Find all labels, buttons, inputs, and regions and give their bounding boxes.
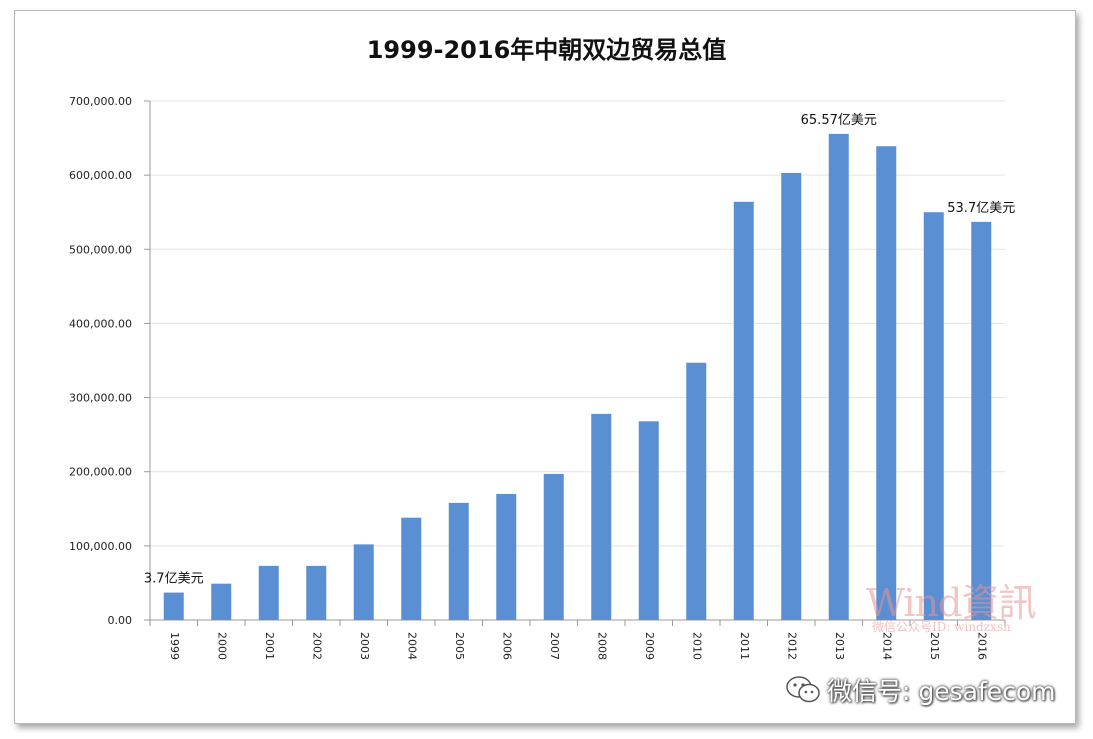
x-tick-label: 2005 bbox=[453, 632, 466, 660]
x-tick-label: 2004 bbox=[405, 632, 418, 660]
bar bbox=[686, 362, 707, 620]
x-tick-label: 2008 bbox=[595, 632, 608, 660]
bar bbox=[353, 544, 374, 620]
bar bbox=[828, 133, 849, 621]
x-tick-label: 2007 bbox=[548, 632, 561, 660]
x-tick-label: 2016 bbox=[975, 632, 988, 660]
x-tick-label: 2010 bbox=[690, 632, 703, 660]
bar bbox=[781, 172, 802, 620]
bar bbox=[211, 583, 232, 620]
chart-title: 1999-2016年中朝双边贸易总值 bbox=[366, 36, 727, 64]
watermark-sub: 微信公众号ID: windzxsh bbox=[872, 620, 1011, 634]
bar bbox=[448, 502, 469, 620]
watermark-brand: Wind資訊 bbox=[866, 581, 1036, 625]
x-tick-label: 2002 bbox=[310, 632, 323, 660]
bar bbox=[163, 592, 184, 620]
x-tick-label: 2000 bbox=[215, 632, 228, 660]
wechat-icon bbox=[786, 676, 820, 703]
data-label: 65.57亿美元 bbox=[801, 113, 877, 128]
x-tick-label: 2003 bbox=[358, 632, 371, 660]
bar bbox=[258, 565, 279, 620]
wechat-footer: 微信号: gesafecom bbox=[785, 672, 1056, 708]
bar bbox=[543, 473, 564, 620]
bar bbox=[401, 517, 422, 620]
y-tick-label: 400,000.00 bbox=[69, 317, 132, 330]
x-tick-label: 1999 bbox=[168, 632, 181, 660]
bar bbox=[876, 146, 897, 620]
bar bbox=[591, 413, 612, 620]
data-label: 53.7亿美元 bbox=[947, 201, 1015, 216]
bar bbox=[306, 565, 327, 620]
x-tick-label: 2014 bbox=[880, 632, 893, 660]
y-tick-label: 600,000.00 bbox=[69, 169, 132, 182]
data-label: 3.7亿美元 bbox=[144, 572, 204, 587]
wechat-label: 微信号: gesafecom bbox=[827, 677, 1056, 706]
bar bbox=[923, 212, 944, 620]
x-tick-label: 2011 bbox=[738, 632, 751, 660]
x-tick-label: 2006 bbox=[500, 632, 513, 660]
bar bbox=[733, 201, 754, 620]
y-tick-label: 300,000.00 bbox=[69, 392, 132, 405]
y-tick-label: 500,000.00 bbox=[69, 243, 132, 256]
x-tick-label: 2013 bbox=[833, 632, 846, 660]
y-tick-label: 100,000.00 bbox=[69, 540, 132, 553]
y-tick-label: 700,000.00 bbox=[69, 95, 132, 108]
x-tick-label: 2015 bbox=[928, 632, 941, 660]
y-tick-label: 200,000.00 bbox=[69, 466, 132, 479]
x-tick-label: 2001 bbox=[263, 632, 276, 660]
bar bbox=[638, 421, 659, 620]
bar bbox=[971, 221, 992, 621]
bar bbox=[496, 493, 517, 620]
y-tick-label: 0.00 bbox=[108, 614, 133, 627]
x-tick-label: 2012 bbox=[785, 632, 798, 660]
x-tick-label: 2009 bbox=[643, 632, 656, 660]
